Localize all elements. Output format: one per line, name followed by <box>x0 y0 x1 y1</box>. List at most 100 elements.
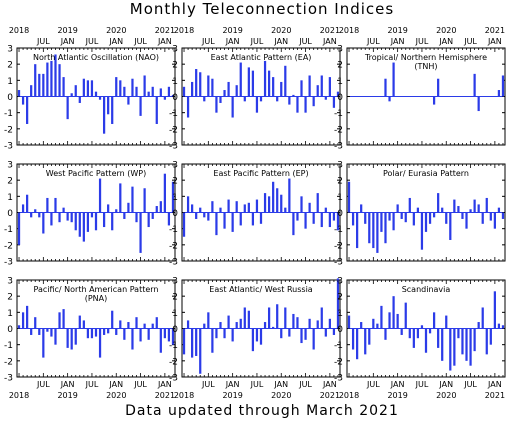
bar <box>30 328 33 335</box>
bar <box>167 86 171 97</box>
bar <box>78 96 81 103</box>
bar <box>376 212 379 253</box>
bar <box>111 212 114 231</box>
y-tick-label: 2 <box>337 177 343 187</box>
bar <box>263 322 267 329</box>
bar <box>412 328 415 348</box>
y-tick-label: 1 <box>7 77 13 87</box>
bar <box>320 212 323 228</box>
month-tick-label: JUL <box>85 380 99 389</box>
bar <box>392 212 395 231</box>
bar <box>70 328 73 350</box>
bar <box>155 96 158 124</box>
y-tick-label: 2 <box>172 293 178 303</box>
y-tick-label: -2 <box>334 241 343 251</box>
month-tick-label: JAN <box>157 380 172 389</box>
bar <box>203 96 206 102</box>
month-tick-label: JUL <box>415 380 429 389</box>
bar <box>469 328 472 366</box>
year-label: 2021 <box>155 391 175 400</box>
y-tick-label: -2 <box>334 125 343 135</box>
bar <box>392 62 395 97</box>
bar <box>203 212 206 218</box>
bar <box>203 323 206 329</box>
bar <box>396 204 399 213</box>
bar <box>223 212 226 229</box>
bar <box>135 212 138 223</box>
bar <box>151 323 154 329</box>
panel-2: -3 -2 -1 0 1 2 3 East Atlantic Pattern (EA) JUL J… <box>169 26 341 152</box>
bar <box>90 212 94 218</box>
year-label: 2021 <box>320 26 340 35</box>
month-tick-label: JUL <box>250 37 264 46</box>
bar <box>497 207 501 213</box>
bar <box>239 212 242 226</box>
bar <box>54 328 57 345</box>
bar <box>151 212 154 219</box>
bar <box>123 212 126 219</box>
bar <box>324 96 327 100</box>
y-tick-label: 2 <box>7 293 13 303</box>
year-label: 2020 <box>271 26 291 35</box>
bar <box>469 209 472 213</box>
bar <box>485 197 488 213</box>
month-tick-label: JAN <box>322 37 337 46</box>
bar <box>485 328 488 355</box>
bar <box>259 328 263 345</box>
bar <box>243 96 246 102</box>
bar <box>62 207 65 213</box>
bar <box>477 322 480 329</box>
y-tick-label: -1 <box>4 109 13 119</box>
month-tick-label: JUL <box>133 37 147 46</box>
y-tick-label: 1 <box>337 193 343 203</box>
bar <box>445 315 448 329</box>
y-tick-label: -2 <box>4 241 13 251</box>
bar <box>308 75 311 97</box>
bar <box>66 328 69 348</box>
bar <box>304 212 307 229</box>
bar <box>66 96 69 120</box>
bar <box>372 212 375 249</box>
bar <box>501 325 505 329</box>
year-label: 2018 <box>174 26 194 35</box>
bar <box>347 315 351 329</box>
y-tick-label: -2 <box>4 125 13 135</box>
bar <box>336 278 340 329</box>
bar <box>21 96 25 105</box>
y-tick-label: -1 <box>334 225 343 235</box>
bar <box>191 328 194 358</box>
y-tick-label: -3 <box>4 374 13 384</box>
bar <box>428 328 432 334</box>
y-tick-label: -2 <box>169 357 178 367</box>
bar <box>368 212 371 244</box>
y-tick-label: -1 <box>169 225 178 235</box>
bar <box>243 204 246 213</box>
y-tick-label: -3 <box>169 142 178 152</box>
bar <box>304 328 307 340</box>
bar <box>477 204 480 213</box>
y-tick-label: 2 <box>7 177 13 187</box>
bar <box>445 212 448 224</box>
bar <box>70 93 73 97</box>
bar <box>280 328 283 339</box>
bar <box>259 212 263 224</box>
bar <box>167 212 171 226</box>
bar <box>356 328 359 360</box>
panel-1: -3 -2 -1 0 1 2 3 North Atlantic Oscillation (NA… <box>4 26 176 152</box>
bar <box>102 96 106 134</box>
bar <box>276 304 279 329</box>
bar <box>296 317 299 329</box>
bar <box>336 212 340 231</box>
y-tick-label: -3 <box>169 258 178 268</box>
year-label: 2021 <box>320 391 340 400</box>
month-tick-label: JUL <box>415 37 429 46</box>
bar <box>276 96 279 102</box>
y-tick-label: -2 <box>334 357 343 367</box>
year-label: 2018 <box>339 391 359 400</box>
y-tick-label: 2 <box>172 177 178 187</box>
year-label: 2020 <box>271 391 291 400</box>
y-tick-label: 2 <box>172 61 178 71</box>
bar <box>17 212 21 245</box>
bar <box>38 328 41 335</box>
bar <box>42 212 45 234</box>
